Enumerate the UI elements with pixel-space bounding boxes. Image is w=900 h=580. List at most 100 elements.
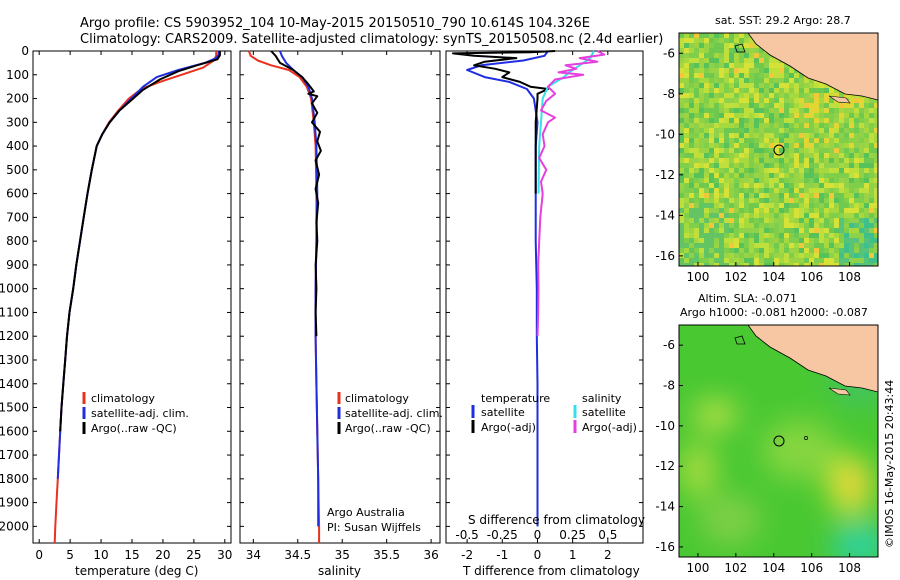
sst-cell — [824, 148, 829, 153]
sst-cell — [684, 258, 689, 263]
sst-cell — [759, 88, 764, 93]
sst-cell — [809, 118, 814, 123]
sst-cell — [819, 248, 824, 253]
sst-cell — [704, 173, 709, 178]
sst-cell — [679, 198, 684, 203]
sst-cell — [684, 173, 689, 178]
sst-cell — [709, 98, 714, 103]
sst-cell — [759, 138, 764, 143]
sst-cell — [824, 198, 829, 203]
sst-cell — [709, 148, 714, 153]
difference-legend: temperature satellite Argo(-adj) salinit… — [471, 392, 637, 434]
sst-cell — [829, 138, 834, 143]
sst-cell — [709, 43, 714, 48]
sst-cell — [749, 88, 754, 93]
sst-cell — [694, 213, 699, 218]
sst-cell — [874, 198, 878, 203]
sst-cell — [694, 233, 699, 238]
sst-cell — [784, 68, 789, 73]
sst-cell — [734, 243, 739, 248]
sst-cell — [804, 83, 809, 88]
sst-cell — [774, 63, 779, 68]
sst-cell — [859, 233, 864, 238]
sst-cell — [754, 143, 759, 148]
sst-cell — [744, 128, 749, 133]
s-tick-label: -0.25 — [487, 528, 518, 542]
sst-cell — [844, 103, 849, 108]
sst-cell — [789, 123, 794, 128]
sst-cell — [764, 103, 769, 108]
sst-cell — [824, 143, 829, 148]
sst-cell — [764, 223, 769, 228]
sst-cell — [794, 178, 799, 183]
sst-cell — [799, 103, 804, 108]
sst-cell — [739, 138, 744, 143]
sst-cell — [829, 198, 834, 203]
sst-cell — [869, 248, 874, 253]
sst-cell — [704, 98, 709, 103]
sst-cell — [819, 113, 824, 118]
sst-cell — [724, 128, 729, 133]
sst-cell — [679, 73, 684, 78]
map-y-tick-label: -6 — [663, 338, 675, 352]
sst-cell — [814, 193, 819, 198]
sst-cell — [784, 188, 789, 193]
sst-cell — [704, 48, 709, 53]
sst-cell — [824, 208, 829, 213]
sst-cell — [754, 243, 759, 248]
argo-australia-annotation: Argo Australia — [327, 506, 405, 519]
sst-cell — [679, 103, 684, 108]
sst-cell — [779, 188, 784, 193]
sst-cell — [859, 263, 864, 266]
sst-cell — [759, 118, 764, 123]
sst-cell — [694, 158, 699, 163]
sst-cell — [814, 173, 819, 178]
sst-cell — [689, 93, 694, 98]
sst-cell — [799, 213, 804, 218]
sst-cell — [819, 133, 824, 138]
map-x-tick-label: 104 — [762, 561, 785, 575]
sst-cell — [794, 128, 799, 133]
sst-cell — [749, 178, 754, 183]
sst-cell — [849, 143, 854, 148]
sst-cell — [694, 88, 699, 93]
x-tick-label: 2 — [604, 548, 612, 562]
sst-cell — [869, 98, 874, 103]
sst-cell — [684, 83, 689, 88]
sst-cell — [849, 243, 854, 248]
sst-cell — [744, 198, 749, 203]
sst-cell — [714, 188, 719, 193]
sst-cell — [729, 258, 734, 263]
sst-cell — [789, 118, 794, 123]
sst-cell — [734, 173, 739, 178]
sst-cell — [764, 108, 769, 113]
sst-cell — [684, 38, 689, 43]
sst-cell — [744, 238, 749, 243]
sst-cell — [699, 153, 704, 158]
sst-cell — [829, 238, 834, 243]
sst-cell — [714, 48, 719, 53]
sst-cell — [784, 133, 789, 138]
sst-cell — [844, 158, 849, 163]
sst-cell — [729, 183, 734, 188]
sst-cell — [689, 118, 694, 123]
sst-cell — [699, 78, 704, 83]
sst-cell — [789, 68, 794, 73]
sst-cell — [719, 228, 724, 233]
sst-cell — [739, 158, 744, 163]
small-island — [804, 436, 808, 440]
sst-cell — [854, 193, 859, 198]
sst-cell — [854, 198, 859, 203]
sst-cell — [724, 143, 729, 148]
sst-cell — [694, 38, 699, 43]
sst-cell — [699, 228, 704, 233]
sst-cell — [799, 193, 804, 198]
sst-cell — [779, 208, 784, 213]
sst-cell — [834, 248, 839, 253]
sst-cell — [719, 98, 724, 103]
sst-cell — [699, 53, 704, 58]
sst-cell — [694, 198, 699, 203]
sst-cell — [684, 153, 689, 158]
sst-cell — [814, 168, 819, 173]
sst-cell — [744, 53, 749, 58]
